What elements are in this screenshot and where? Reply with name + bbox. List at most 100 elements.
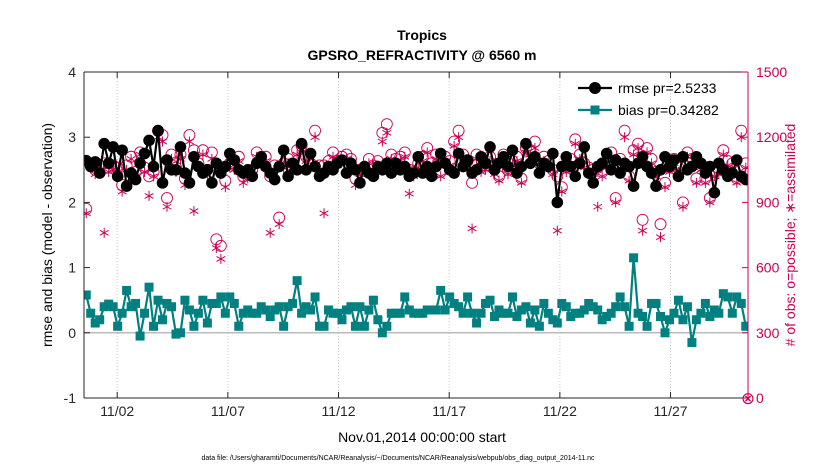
rmse-point (412, 150, 425, 163)
rmse-point (407, 167, 420, 179)
rmse-point (295, 137, 308, 150)
asterisk-stroke (620, 134, 630, 141)
obs-assimilated-point (718, 149, 728, 160)
rmse-point (138, 147, 151, 160)
bias-point (122, 285, 132, 295)
bias-point (332, 308, 342, 318)
bias-point (736, 298, 746, 308)
obs-assimilated-point (637, 225, 648, 236)
bias-point (373, 315, 383, 325)
asterisk-stroke (611, 199, 621, 206)
bias-point (149, 321, 159, 331)
asterisk-stroke (494, 177, 504, 184)
asterisk-stroke (741, 165, 748, 171)
bias-point (651, 298, 661, 308)
asterisk-stroke (678, 203, 688, 210)
bias-point (687, 338, 697, 348)
obs-assimilated-point (454, 132, 464, 143)
rmse-point (578, 141, 591, 153)
legend-rmse-label: rmse pr=2.5233 (618, 80, 717, 96)
obs-assimilated-point (516, 177, 527, 188)
obs-assimilated-point (494, 175, 504, 186)
asterisk-stroke (691, 179, 701, 186)
asterisk-stroke (328, 153, 338, 160)
asterisk-stroke (633, 145, 643, 151)
asterisk-stroke (629, 151, 639, 158)
y-tick-label: 2 (68, 194, 76, 210)
asterisk-stroke (84, 210, 91, 216)
bias-point (166, 302, 176, 312)
asterisk-stroke (548, 171, 558, 178)
bias-point (606, 308, 616, 318)
bias-point (95, 315, 105, 325)
asterisk-stroke (655, 234, 666, 241)
bias-point (512, 312, 522, 321)
bias-point (561, 302, 571, 312)
rmse-point (102, 157, 115, 170)
rmse-point (246, 170, 259, 183)
obs-assimilated-point (700, 177, 710, 188)
bias-point (319, 321, 329, 331)
bias-point (673, 295, 683, 305)
obs-assimilated-point (629, 149, 639, 160)
bias-point (656, 312, 666, 321)
bias-point (454, 302, 464, 312)
x-axis-label: Nov.01,2014 00:00:00 start (338, 429, 506, 445)
bias-point (189, 321, 199, 331)
obs-assimilated-point (678, 201, 688, 212)
obs-possible-point (749, 164, 760, 175)
bias-point (691, 315, 701, 325)
legend: rmse pr=2.5233 bias pr=0.34282 (578, 80, 719, 118)
obs-assimilated-point (633, 143, 643, 154)
bias-point (140, 308, 150, 318)
rmse-point (268, 173, 281, 186)
rmse-point (564, 160, 577, 173)
bias-point (84, 290, 91, 300)
bias-point (346, 302, 356, 312)
rmse-point (300, 164, 312, 176)
rmse-point (434, 147, 447, 160)
obs-assimilated-point (691, 177, 701, 188)
asterisk-stroke (220, 184, 230, 191)
bias-point (382, 321, 392, 331)
bias-point (624, 321, 634, 331)
rmse-point (596, 157, 608, 170)
asterisk-stroke (436, 173, 446, 180)
bias-point (144, 282, 154, 292)
y2-tick-label: 1500 (756, 64, 787, 80)
rmse-point (381, 157, 393, 170)
bias-point (638, 312, 648, 321)
rmse-point (152, 124, 164, 137)
rmse-point (560, 150, 573, 163)
obs-possible-point (551, 170, 564, 183)
asterisk-stroke (467, 225, 477, 232)
bias-point (534, 321, 544, 331)
asterisk-stroke (454, 134, 464, 141)
bias-point (476, 308, 486, 318)
y-tick-label: 0 (68, 325, 76, 341)
rmse-point (582, 167, 595, 179)
rmse-point (569, 170, 582, 183)
rmse-point (627, 180, 640, 192)
data-file-caption: data file: /Users/gharamti/Documents/NCA… (201, 455, 595, 462)
rmse-point (686, 160, 698, 173)
bias-point (593, 305, 603, 315)
rmse-point (89, 156, 102, 168)
y-tick-label: 4 (68, 64, 76, 80)
rmse-point (605, 164, 617, 176)
obs-assimilated-point (436, 171, 446, 182)
asterisk-stroke (148, 173, 159, 180)
bias-point (135, 331, 145, 341)
rmse-point (659, 150, 671, 163)
asterisk-stroke (552, 227, 562, 234)
bias-point (359, 321, 369, 331)
rmse-point (470, 164, 483, 176)
asterisk-stroke (144, 192, 154, 199)
bias-point (458, 308, 468, 318)
rmse-point (120, 180, 133, 192)
bias-point (193, 308, 203, 318)
rmse-point (147, 160, 160, 173)
obs-assimilated-point (144, 190, 154, 201)
rmse-point (677, 150, 689, 163)
